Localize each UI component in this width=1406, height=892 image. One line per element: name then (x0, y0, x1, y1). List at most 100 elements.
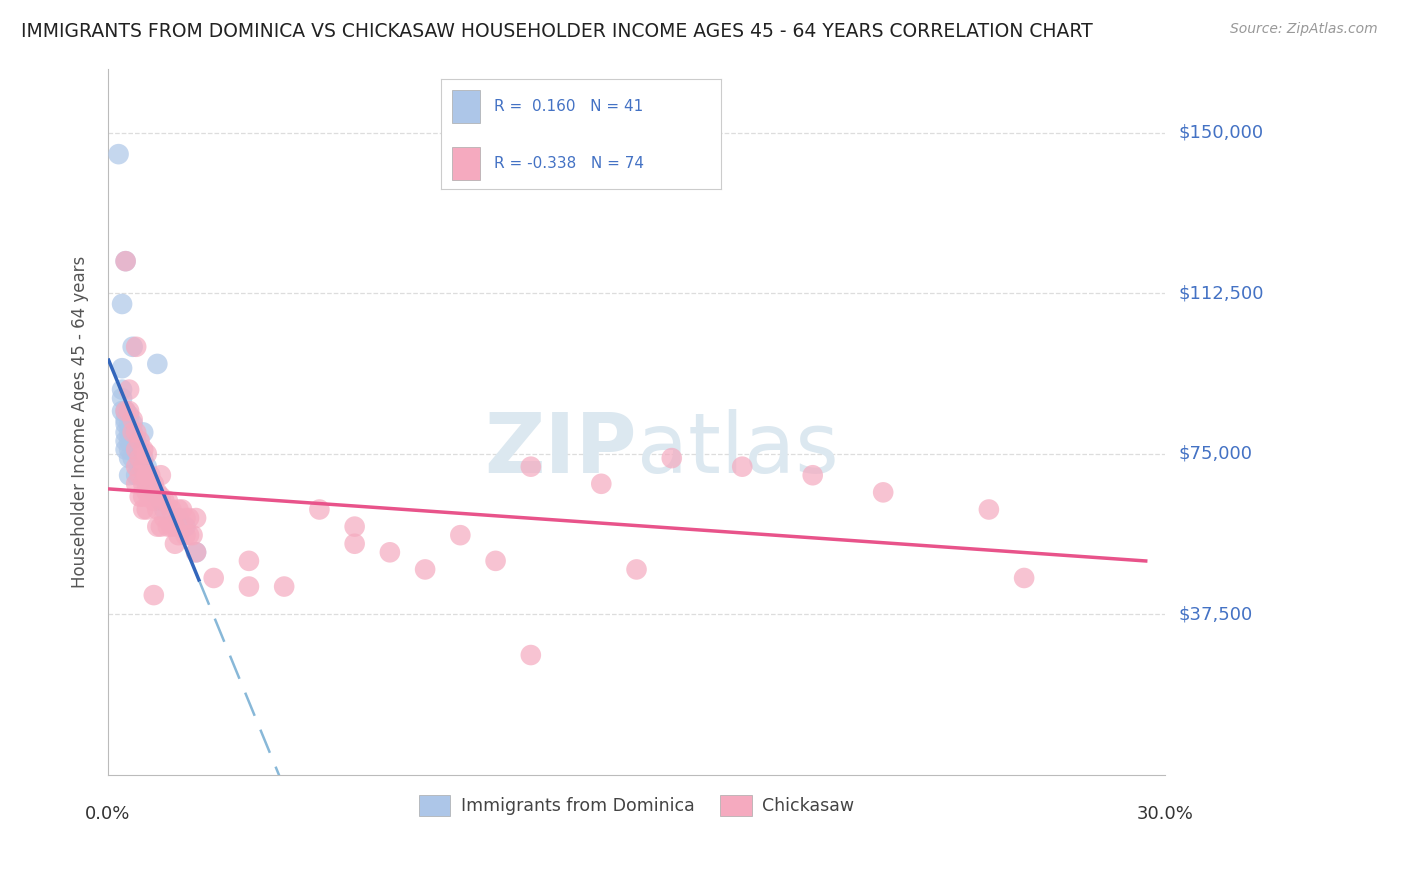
Point (520, 459, 543, 474)
Point (132, 442, 155, 457)
Point (121, 412, 143, 426)
Point (111, 297, 134, 311)
Point (118, 383, 141, 397)
Point (114, 254, 136, 268)
Point (149, 519, 172, 533)
Y-axis label: Householder Income Ages 45 - 64 years: Householder Income Ages 45 - 64 years (72, 256, 89, 588)
Point (121, 425, 143, 440)
Point (114, 404, 136, 418)
Point (1012, 571, 1035, 585)
Point (167, 528, 190, 542)
Point (118, 409, 141, 423)
Point (125, 425, 148, 440)
Point (174, 528, 197, 542)
Point (142, 588, 165, 602)
Point (121, 434, 143, 448)
Point (128, 442, 150, 457)
Point (167, 502, 190, 516)
Point (156, 519, 179, 533)
Point (731, 459, 754, 474)
Point (121, 340, 143, 354)
Point (238, 580, 260, 594)
Point (626, 562, 648, 576)
Point (135, 476, 157, 491)
Text: Source: ZipAtlas.com: Source: ZipAtlas.com (1230, 22, 1378, 37)
Point (125, 459, 148, 474)
Point (114, 425, 136, 440)
Point (801, 468, 824, 483)
Point (118, 425, 141, 440)
Point (125, 340, 148, 354)
Text: atlas: atlas (637, 409, 838, 491)
Point (146, 502, 169, 516)
Point (118, 468, 141, 483)
Point (114, 442, 136, 457)
Point (413, 562, 436, 576)
Point (449, 528, 471, 542)
Point (520, 648, 543, 662)
Point (146, 485, 169, 500)
Point (135, 485, 157, 500)
Point (153, 502, 176, 516)
Point (125, 476, 148, 491)
Point (160, 502, 183, 516)
Point (163, 519, 186, 533)
Text: 0.0%: 0.0% (86, 805, 131, 823)
Point (174, 511, 197, 525)
Point (149, 468, 172, 483)
Point (343, 537, 366, 551)
Point (125, 468, 148, 483)
Point (125, 447, 148, 461)
Point (977, 502, 1000, 516)
Point (114, 412, 136, 426)
Point (146, 519, 169, 533)
Point (128, 451, 150, 466)
Text: IMMIGRANTS FROM DOMINICA VS CHICKASAW HOUSEHOLDER INCOME AGES 45 - 64 YEARS CORR: IMMIGRANTS FROM DOMINICA VS CHICKASAW HO… (21, 22, 1092, 41)
Text: $150,000: $150,000 (1180, 124, 1264, 142)
Point (343, 519, 366, 533)
Point (184, 511, 207, 525)
Point (135, 447, 157, 461)
Point (149, 494, 172, 508)
Point (142, 476, 165, 491)
Point (135, 459, 157, 474)
Point (132, 502, 155, 516)
Point (121, 417, 143, 431)
Point (111, 391, 134, 405)
Point (128, 468, 150, 483)
Point (114, 417, 136, 431)
Point (160, 519, 183, 533)
Point (177, 528, 200, 542)
Point (135, 502, 157, 516)
Point (591, 476, 613, 491)
Point (132, 425, 155, 440)
Point (174, 519, 197, 533)
Point (121, 425, 143, 440)
Point (132, 459, 155, 474)
Point (118, 404, 141, 418)
Point (132, 490, 155, 504)
Text: 30.0%: 30.0% (1136, 805, 1194, 823)
Point (167, 511, 190, 525)
Point (107, 147, 129, 161)
Point (135, 468, 157, 483)
Point (132, 451, 155, 466)
Point (149, 490, 172, 504)
Point (128, 490, 150, 504)
Point (139, 490, 162, 504)
Point (146, 357, 169, 371)
Point (111, 404, 134, 418)
Point (184, 545, 207, 559)
Point (872, 485, 894, 500)
Text: $75,000: $75,000 (1180, 445, 1253, 463)
Point (142, 485, 165, 500)
Point (273, 580, 295, 594)
Point (181, 528, 204, 542)
Point (156, 494, 179, 508)
Point (128, 459, 150, 474)
Point (118, 442, 141, 457)
Point (118, 417, 141, 431)
Point (111, 361, 134, 376)
Point (661, 451, 683, 466)
Point (153, 494, 176, 508)
